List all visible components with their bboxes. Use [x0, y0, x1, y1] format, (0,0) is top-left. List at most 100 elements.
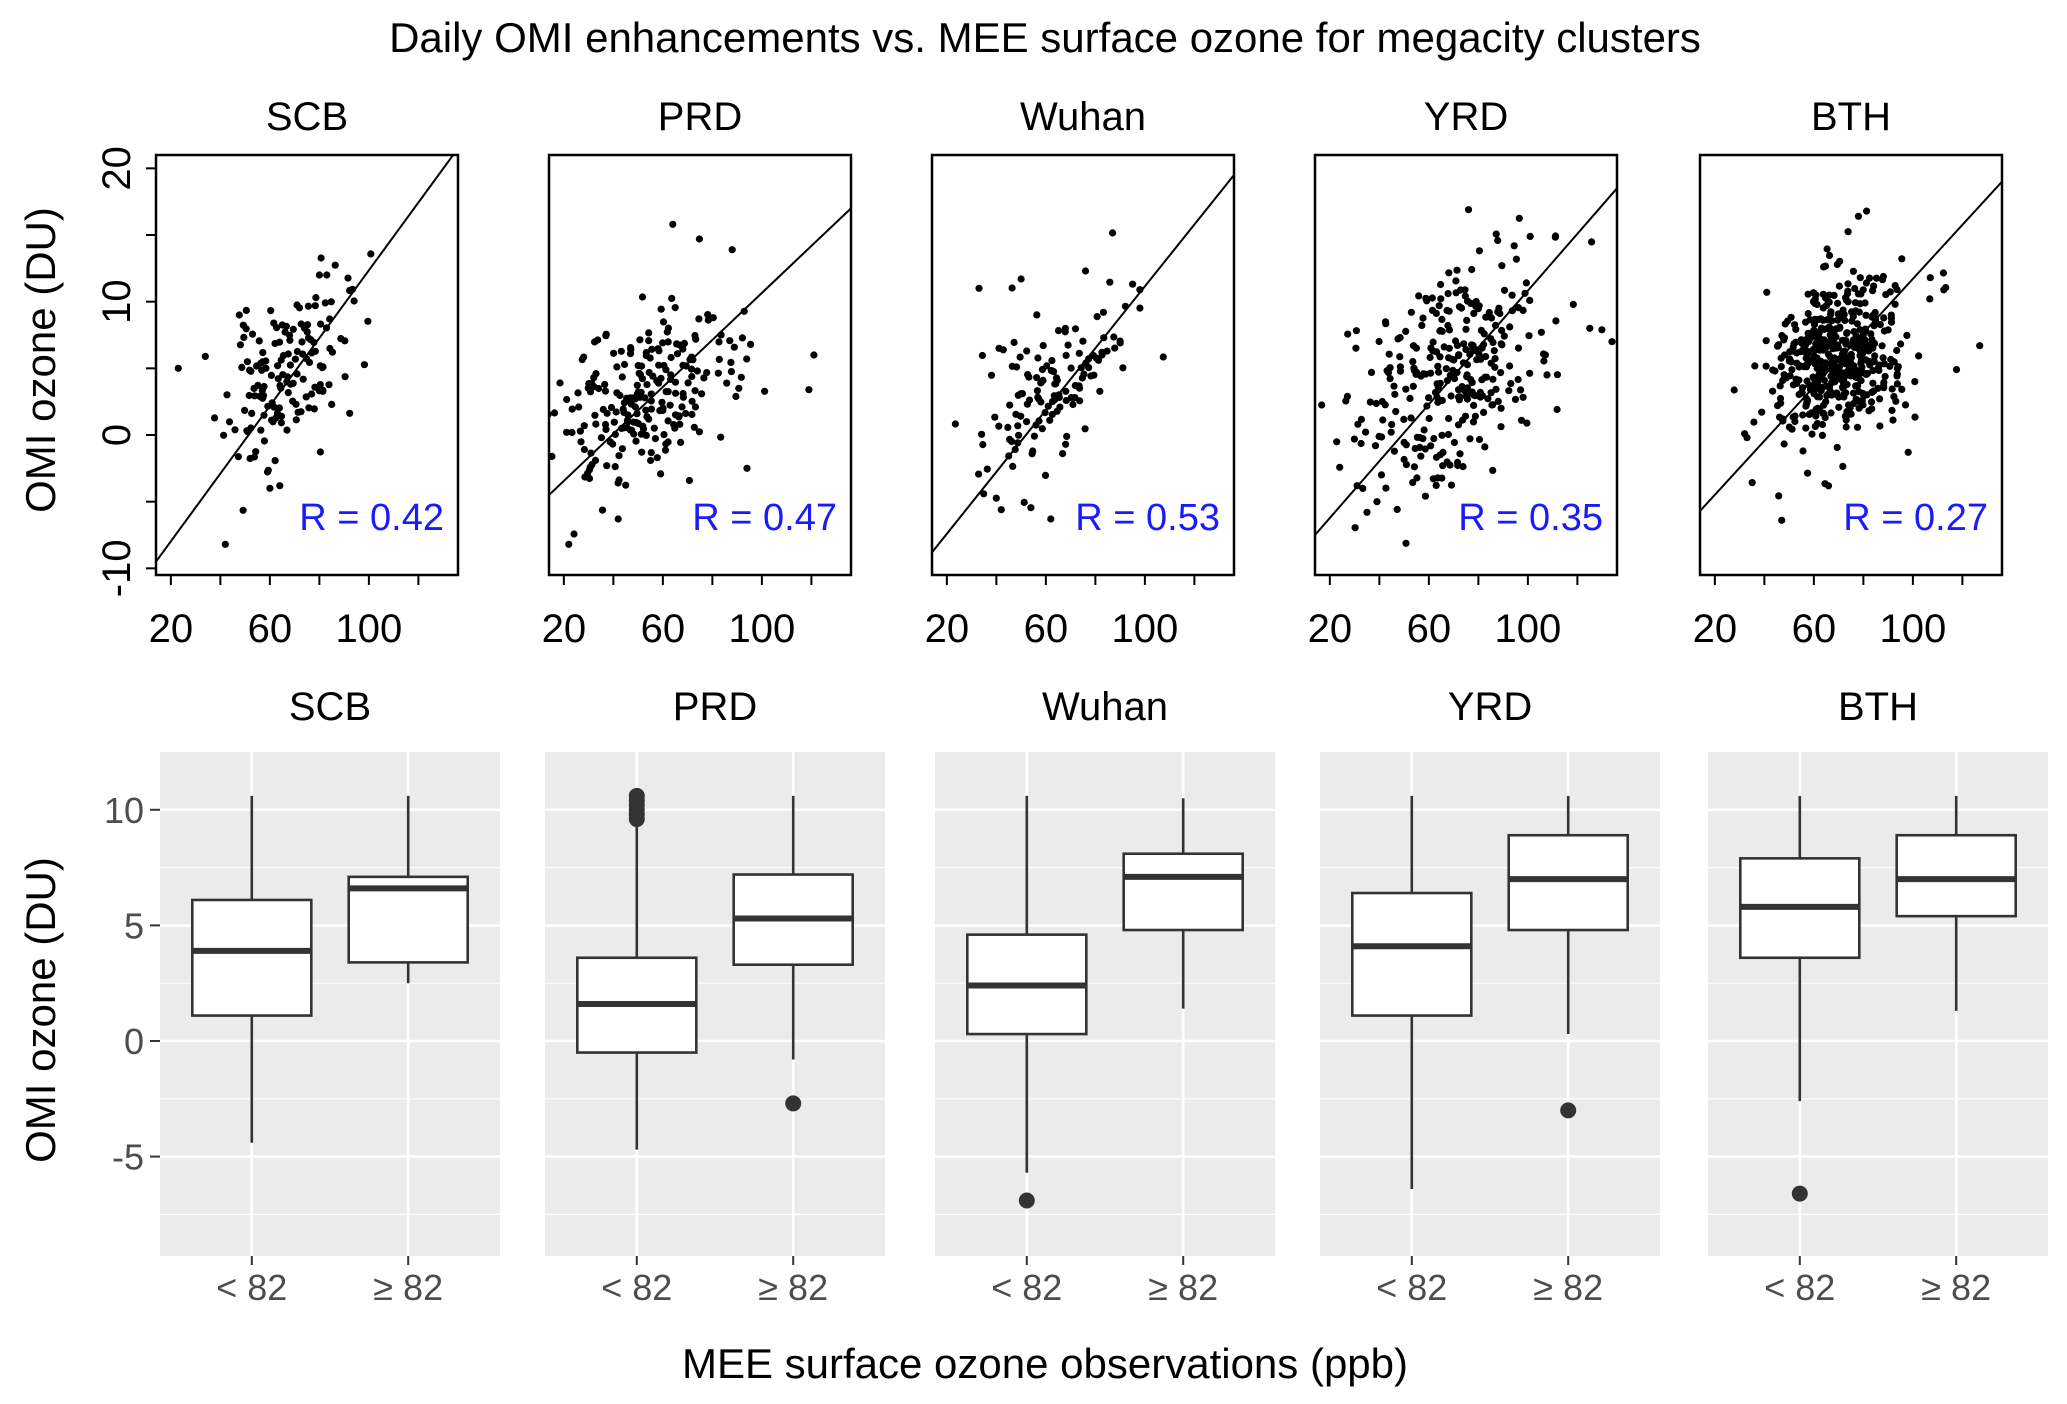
- data-point: [317, 320, 325, 328]
- data-point: [1492, 321, 1500, 329]
- data-point: [1437, 295, 1445, 303]
- data-point: [1862, 279, 1870, 287]
- data-point: [1813, 354, 1821, 362]
- data-point: [568, 405, 576, 413]
- data-point: [1751, 362, 1759, 370]
- data-point: [1952, 366, 1961, 374]
- r-label: R = 0.47: [692, 497, 837, 539]
- data-point: [1940, 286, 1948, 294]
- data-point: [1823, 245, 1831, 253]
- data-point: [1033, 387, 1041, 395]
- data-point: [1412, 344, 1420, 352]
- data-point: [266, 484, 274, 492]
- data-point: [1033, 374, 1041, 382]
- data-point: [1475, 350, 1483, 358]
- data-point: [618, 445, 627, 453]
- data-point: [239, 506, 247, 514]
- data-point: [726, 337, 734, 345]
- box-strip-label: PRD: [673, 685, 757, 729]
- data-point: [1508, 291, 1516, 299]
- data-point: [1008, 284, 1016, 292]
- data-point: [1858, 363, 1866, 371]
- data-point: [1838, 336, 1847, 344]
- data-point: [603, 462, 611, 470]
- data-point: [1062, 440, 1070, 448]
- data-point: [283, 426, 291, 434]
- data-point: [1106, 278, 1114, 286]
- data-point: [286, 361, 294, 369]
- data-point: [1075, 349, 1083, 357]
- box-iqr: [1122, 852, 1244, 932]
- data-point: [241, 406, 249, 414]
- data-point: [1827, 409, 1835, 417]
- data-point: [645, 337, 653, 345]
- data-point: [1029, 447, 1037, 455]
- data-point: [304, 302, 312, 310]
- data-point: [686, 356, 694, 364]
- data-point: [1391, 390, 1399, 398]
- data-point: [1352, 344, 1360, 352]
- data-point: [653, 454, 661, 462]
- data-point: [1081, 425, 1089, 433]
- data-point: [1422, 370, 1430, 378]
- data-point: [550, 409, 559, 417]
- data-point: [1500, 332, 1508, 340]
- data-point: [1494, 397, 1502, 405]
- data-point: [1413, 474, 1421, 482]
- data-point: [1119, 364, 1127, 372]
- data-point: [305, 358, 314, 366]
- boxplot-panels: SCB < 82 ≥ 82 -5 0 5 10 PRD < 82 ≥ 82 Wuhan < 82 ≥ 8…: [104, 685, 2048, 1308]
- x-tick-label: ≥ 82: [1533, 1267, 1603, 1308]
- data-point: [1038, 365, 1046, 374]
- data-point: [1879, 354, 1887, 362]
- data-point: [1116, 339, 1124, 347]
- data-point: [1009, 462, 1017, 470]
- data-point: [698, 390, 706, 398]
- data-point: [1552, 317, 1560, 325]
- data-point: [1052, 374, 1061, 382]
- data-point: [723, 379, 731, 387]
- data-point: [1487, 314, 1496, 322]
- data-point: [645, 368, 653, 377]
- data-point: [337, 335, 345, 343]
- box-iqr: [1351, 891, 1473, 1017]
- data-point: [289, 325, 297, 333]
- data-point: [341, 373, 349, 381]
- data-point: [1822, 344, 1830, 352]
- data-point: [670, 421, 678, 429]
- data-point: [1471, 412, 1479, 420]
- data-point: [1442, 365, 1450, 373]
- data-point: [951, 420, 960, 428]
- data-point: [1926, 295, 1934, 303]
- data-point: [1445, 414, 1453, 423]
- data-point: [1526, 232, 1534, 240]
- data-point: [317, 254, 325, 262]
- data-point: [1456, 450, 1464, 458]
- data-point: [221, 540, 229, 548]
- data-point: [1387, 428, 1395, 436]
- data-point: [667, 353, 675, 362]
- scatter-strip-label: PRD: [658, 95, 742, 139]
- data-point: [1375, 337, 1383, 346]
- data-point: [1489, 375, 1497, 383]
- data-point: [1434, 362, 1442, 370]
- data-point: [1406, 394, 1414, 402]
- data-point: [657, 470, 665, 478]
- data-point: [653, 377, 661, 385]
- data-point: [1064, 341, 1072, 349]
- data-point: [1051, 380, 1059, 388]
- data-point: [987, 371, 996, 379]
- box-below-82: [1351, 795, 1473, 1189]
- data-point: [1454, 352, 1462, 360]
- data-point: [1898, 255, 1906, 263]
- data-point: [578, 356, 586, 364]
- data-point: [651, 435, 660, 443]
- data-point: [1815, 329, 1823, 337]
- x-tick-label: < 82: [1376, 1267, 1447, 1308]
- data-point: [315, 271, 323, 279]
- data-point: [1893, 372, 1901, 380]
- data-point: [1811, 295, 1819, 303]
- data-point: [580, 422, 588, 430]
- box-panel-scb: SCB < 82 ≥ 82 -5 0 5 10: [104, 685, 500, 1308]
